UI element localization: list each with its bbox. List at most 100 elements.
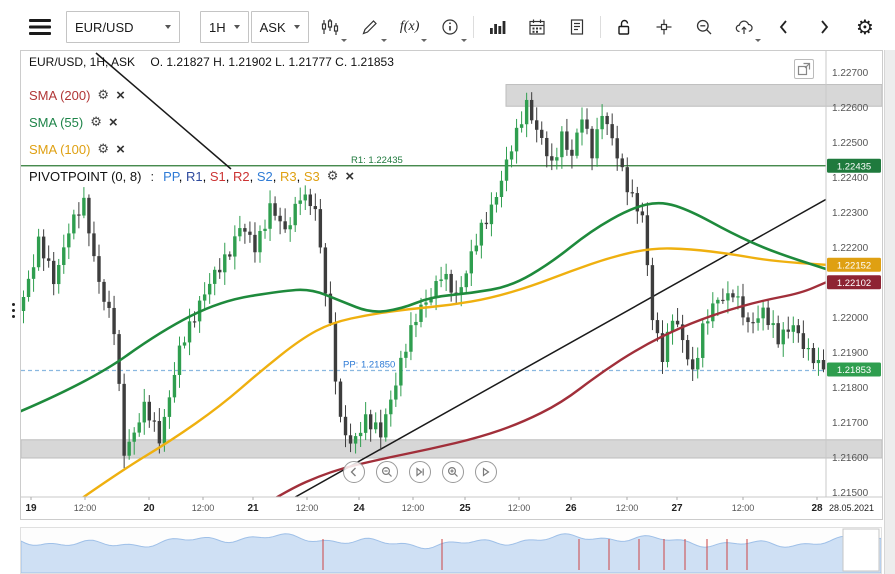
price-tag xyxy=(827,275,881,290)
crosshair-button[interactable] xyxy=(644,10,683,44)
svg-text:1.22000: 1.22000 xyxy=(832,313,869,324)
chart-nav-controls xyxy=(343,461,497,483)
chart-play-button[interactable] xyxy=(475,461,497,483)
svg-text:20: 20 xyxy=(143,503,155,514)
pivot-token-separator: , xyxy=(249,168,257,184)
chart-symbol-info: EUR/USD, 1H, ASK xyxy=(29,55,136,69)
chevron-down-icon xyxy=(420,39,427,42)
gear-icon: ⚙ xyxy=(856,15,874,39)
svg-text:PP: 1.21850: PP: 1.21850 xyxy=(343,360,395,371)
chart-zoom-in-button[interactable] xyxy=(442,461,464,483)
chart-navigator[interactable] xyxy=(20,527,882,574)
chevron-down-icon xyxy=(165,25,171,29)
svg-text:28: 28 xyxy=(811,503,823,514)
chevron-down-icon xyxy=(233,25,240,29)
settings-button[interactable]: ⚙ xyxy=(845,9,885,45)
timeframe-select[interactable]: 1H xyxy=(200,11,249,43)
chart-zoom-out-button[interactable] xyxy=(376,461,398,483)
indicator-remove-icon[interactable]: × xyxy=(116,86,125,104)
magnifier-minus-icon xyxy=(696,19,712,35)
svg-text:12:00: 12:00 xyxy=(402,503,425,513)
pivot-token-s2: S2 xyxy=(256,168,273,184)
instrument-select[interactable]: EUR/USD xyxy=(66,11,180,43)
scroll-left-button[interactable] xyxy=(765,10,803,44)
candlestick-series xyxy=(21,92,826,469)
svg-text:1.21500: 1.21500 xyxy=(832,488,869,499)
svg-text:1.21900: 1.21900 xyxy=(832,348,869,359)
zoom-out-button[interactable] xyxy=(684,10,723,44)
magnifier-minus-icon xyxy=(381,466,392,477)
chart-step-back-button[interactable] xyxy=(343,461,365,483)
indicators-icon xyxy=(321,19,338,35)
indicator-label: PIVOTPOINT (0, 8) xyxy=(29,168,142,184)
navigator-minichart[interactable] xyxy=(21,528,881,573)
indicator-remove-icon[interactable]: × xyxy=(345,167,355,185)
price-axis[interactable]: 1.22700 1.22600 1.22500 1.22400 1.22300 1.222… xyxy=(825,51,881,499)
indicator-settings-icon[interactable]: ⚙ xyxy=(326,168,339,184)
svg-text:1.22152: 1.22152 xyxy=(837,260,871,271)
toolbar-divider xyxy=(599,16,601,38)
chevron-down-icon xyxy=(340,39,347,42)
svg-text:1.21853: 1.21853 xyxy=(837,365,871,376)
indicator-remove-icon[interactable]: × xyxy=(116,140,125,158)
indicator-legend-sma55: SMA (55) ⚙ × xyxy=(29,112,118,132)
menu-button[interactable] xyxy=(20,10,60,44)
right-scrollbar[interactable] xyxy=(884,50,895,574)
svg-text:12:00: 12:00 xyxy=(616,503,639,513)
cloud-upload-icon xyxy=(735,20,753,34)
formula-button[interactable]: f(x) xyxy=(390,10,429,44)
open-in-new-window-icon xyxy=(797,62,811,76)
pivot-token-separator: , xyxy=(272,168,280,184)
navigator-end-box[interactable] xyxy=(842,528,880,572)
indicator-legend-sma100: SMA (100) ⚙ × xyxy=(29,139,125,159)
svg-text:12:00: 12:00 xyxy=(296,503,319,513)
chart-area[interactable]: 1.22700 1.22600 1.22500 1.22400 1.22300 1.222… xyxy=(20,50,883,520)
indicators-button[interactable] xyxy=(310,10,349,44)
magnifier-plus-icon xyxy=(447,466,458,477)
price-side-label: ASK xyxy=(259,19,286,35)
scroll-right-button[interactable] xyxy=(805,10,843,44)
chevron-right-icon xyxy=(821,20,829,34)
calendar-button[interactable] xyxy=(517,10,556,44)
detach-chart-button[interactable] xyxy=(794,59,814,79)
svg-text:1.22300: 1.22300 xyxy=(832,208,869,219)
lock-icon xyxy=(617,19,629,35)
chevron-left-icon xyxy=(350,467,356,477)
draw-tools-button[interactable] xyxy=(350,10,389,44)
formula-icon: f(x) xyxy=(399,19,420,34)
chevron-down-icon xyxy=(754,39,761,42)
hamburger-icon xyxy=(29,19,51,35)
play-icon xyxy=(482,467,490,477)
sma-100-line xyxy=(81,247,826,497)
price-side-select[interactable]: ASK xyxy=(250,11,309,43)
indicator-settings-icon[interactable]: ⚙ xyxy=(97,141,110,157)
svg-text:12:00: 12:00 xyxy=(74,503,97,513)
info-button[interactable] xyxy=(430,10,469,44)
toolbar-divider xyxy=(472,16,474,38)
indicator-settings-icon[interactable]: ⚙ xyxy=(97,87,110,103)
main-toolbar: EUR/USD 1H ASK f(x) xyxy=(20,8,885,46)
svg-text:1.22200: 1.22200 xyxy=(832,243,869,254)
indicator-legend-sma200: SMA (200) ⚙ × xyxy=(29,85,125,105)
time-axis[interactable]: 19 12:00 20 12:00 21 12:00 24 12:00 25 12:00 26 12:… xyxy=(21,496,882,514)
indicator-remove-icon[interactable]: × xyxy=(108,113,118,131)
svg-text:27: 27 xyxy=(671,503,683,514)
report-button[interactable] xyxy=(557,10,596,44)
svg-text:1.21800: 1.21800 xyxy=(832,383,869,394)
lock-button[interactable] xyxy=(604,10,643,44)
price-zones xyxy=(21,84,882,459)
svg-text:24: 24 xyxy=(353,503,365,514)
instrument-label: EUR/USD xyxy=(75,19,134,35)
svg-text:19: 19 xyxy=(25,503,37,514)
candlestick-chart[interactable]: 1.22700 1.22600 1.22500 1.22400 1.22300 1.222… xyxy=(21,51,882,519)
pivot-token-s3: S3 xyxy=(303,168,320,184)
svg-text:21: 21 xyxy=(247,503,259,514)
report-icon xyxy=(570,19,583,35)
indicator-label: SMA (55) xyxy=(29,114,84,130)
crosshair-icon xyxy=(656,19,672,35)
histogram-button[interactable] xyxy=(477,10,516,44)
cloud-upload-button[interactable] xyxy=(724,10,763,44)
chart-go-to-end-button[interactable] xyxy=(409,461,431,483)
panel-drag-handle[interactable] xyxy=(8,296,18,324)
indicator-settings-icon[interactable]: ⚙ xyxy=(90,114,102,130)
